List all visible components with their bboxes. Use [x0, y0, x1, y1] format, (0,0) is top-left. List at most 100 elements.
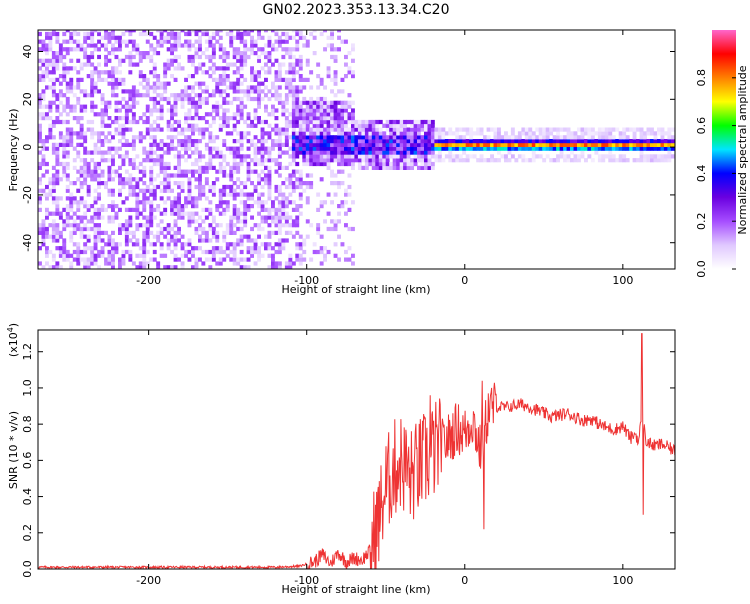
spectrogram-cell	[326, 116, 331, 121]
spectrogram-cell	[243, 119, 248, 125]
spectrogram-cell	[243, 58, 248, 63]
spectrogram-cell	[295, 181, 300, 186]
spectrogram-cell	[274, 215, 279, 220]
spectrogram-cell	[291, 47, 296, 52]
spectrogram-cell	[573, 158, 578, 163]
spectrogram-cell	[497, 135, 501, 140]
spectrogram-cell	[107, 253, 112, 258]
spectrogram-cell	[90, 108, 95, 113]
spectrogram-cell	[323, 135, 327, 140]
spectrogram-cell	[354, 158, 359, 163]
spectrogram-cell	[124, 127, 129, 132]
spectrogram-cell	[204, 249, 209, 255]
spectrogram-cell	[267, 169, 272, 174]
spectrogram-cell	[253, 188, 258, 193]
spectrogram-cell	[163, 89, 168, 94]
spectrogram-cell	[277, 184, 282, 190]
spectrogram-cell	[93, 242, 98, 247]
spectrogram-cell	[166, 127, 171, 132]
spectrogram-cell	[163, 207, 168, 212]
spectrogram-cell	[69, 104, 74, 109]
spectrogram-cell	[204, 234, 209, 239]
spectrogram-cell	[201, 70, 206, 75]
spectrogram-cell	[97, 74, 101, 79]
spectrogram-cell	[368, 158, 373, 163]
spectrogram-cell	[55, 62, 60, 67]
spectrogram-cell	[535, 146, 540, 151]
spectrogram-cell	[319, 139, 324, 144]
spectrogram-cell	[566, 158, 571, 163]
spectrogram-cell	[55, 226, 60, 232]
spectrogram-cell	[138, 51, 143, 56]
spectrogram-cell	[302, 135, 307, 140]
spectrogram-cell	[152, 161, 157, 167]
spectrogram-cell	[427, 161, 432, 167]
spectrogram-cell	[232, 81, 237, 86]
spectrogram-cell	[218, 204, 223, 209]
spectrogram-cell	[229, 223, 234, 228]
spectrogram-cell	[472, 142, 477, 147]
spectrogram-cell	[114, 169, 119, 174]
spectrogram-cell	[208, 154, 213, 159]
spectrogram-cell	[204, 207, 209, 212]
spectrogram-cell	[236, 35, 241, 40]
spectrogram-cell	[48, 131, 53, 136]
spectrogram-cell	[239, 116, 244, 121]
spectrogram-cell	[246, 54, 251, 60]
spectrogram-cell	[670, 135, 675, 140]
spectrogram-cell	[97, 89, 101, 94]
spectrogram-cell	[298, 169, 303, 174]
spectrogram-cell	[128, 173, 133, 178]
spectrogram-cell	[357, 142, 362, 147]
spectrogram-cell	[41, 112, 46, 117]
spectrogram-cell	[298, 66, 303, 71]
spectrogram-cell	[156, 108, 161, 113]
spectrogram-cell	[111, 47, 115, 52]
spectrogram-cell	[271, 265, 275, 269]
spectrogram-cell	[399, 142, 404, 147]
spectrogram-cell	[215, 204, 220, 209]
spectrogram-cell	[177, 204, 181, 209]
spectrogram-cell	[131, 93, 136, 98]
spectrogram-cell	[326, 165, 331, 170]
spectrogram-cell	[458, 142, 463, 147]
spectrogram-cell	[236, 192, 241, 197]
spectrogram-cell	[177, 66, 181, 71]
spectrogram-cell	[156, 142, 161, 147]
spectrogram-cell	[229, 257, 234, 262]
spectrogram-cell	[514, 135, 519, 140]
spectrogram-cell	[622, 135, 627, 140]
spectrogram-cell	[427, 131, 432, 136]
spectrogram-cell	[69, 234, 74, 239]
spectrogram-cell	[198, 150, 202, 155]
spectrogram-cell	[149, 127, 154, 132]
spectrogram-cell	[267, 131, 272, 136]
spectrogram-cell	[284, 116, 289, 121]
spectrogram-cell	[232, 161, 237, 167]
spectrogram-cell	[51, 66, 56, 71]
spectrogram-cell	[357, 131, 362, 136]
spectrogram-cell	[55, 230, 60, 235]
spectrogram-cell	[156, 43, 161, 48]
spectrogram-cell	[45, 104, 49, 109]
spectrogram-cell	[291, 223, 296, 228]
spectrogram-cell	[430, 154, 435, 159]
spectrogram-cell	[274, 31, 279, 37]
spectrogram-cell	[260, 177, 265, 182]
spectrogram-cell	[142, 54, 147, 60]
spectrogram-cell	[413, 119, 418, 125]
spectrogram-cell	[149, 219, 154, 224]
spectrogram-cell	[104, 77, 108, 82]
spectrogram-cell	[493, 127, 498, 132]
spectrogram-cell	[41, 62, 46, 67]
spectrogram-cell	[469, 139, 474, 144]
spectrogram-cell	[191, 200, 195, 205]
spectrogram-cell	[208, 165, 213, 170]
spectrogram-cell	[76, 85, 81, 90]
spectrogram-cell	[594, 142, 599, 147]
spectrogram-cell	[413, 139, 418, 144]
spectrogram-cell	[135, 204, 140, 209]
spectrogram-cell	[253, 123, 258, 128]
spectrogram-cell	[469, 154, 474, 159]
